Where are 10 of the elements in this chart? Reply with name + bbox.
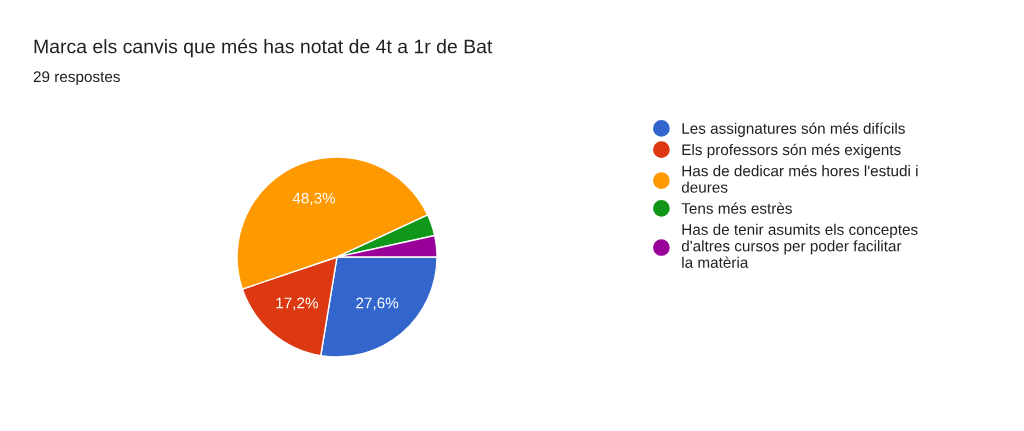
data-label: 48,3% xyxy=(292,192,336,206)
chart-title: Marca els canvis que més has notat de 4t a 1r de Bat xyxy=(34,38,493,58)
data-label: 27,6% xyxy=(356,297,399,311)
legend-label: Tens més estrès xyxy=(681,202,792,214)
legend-label: Has de tenir asumits els conceptes d'altres cursos per poder facilitar la matèria xyxy=(681,223,918,268)
legend-label: Els professors són més exigents xyxy=(682,143,901,159)
legend-label: Has de dedicar més hores l'estudi i deures xyxy=(681,164,918,193)
data-label: 17,2% xyxy=(276,297,318,311)
legend-label: Les assignatures són més difícils xyxy=(682,122,905,137)
text: 29 respostes xyxy=(33,71,120,86)
